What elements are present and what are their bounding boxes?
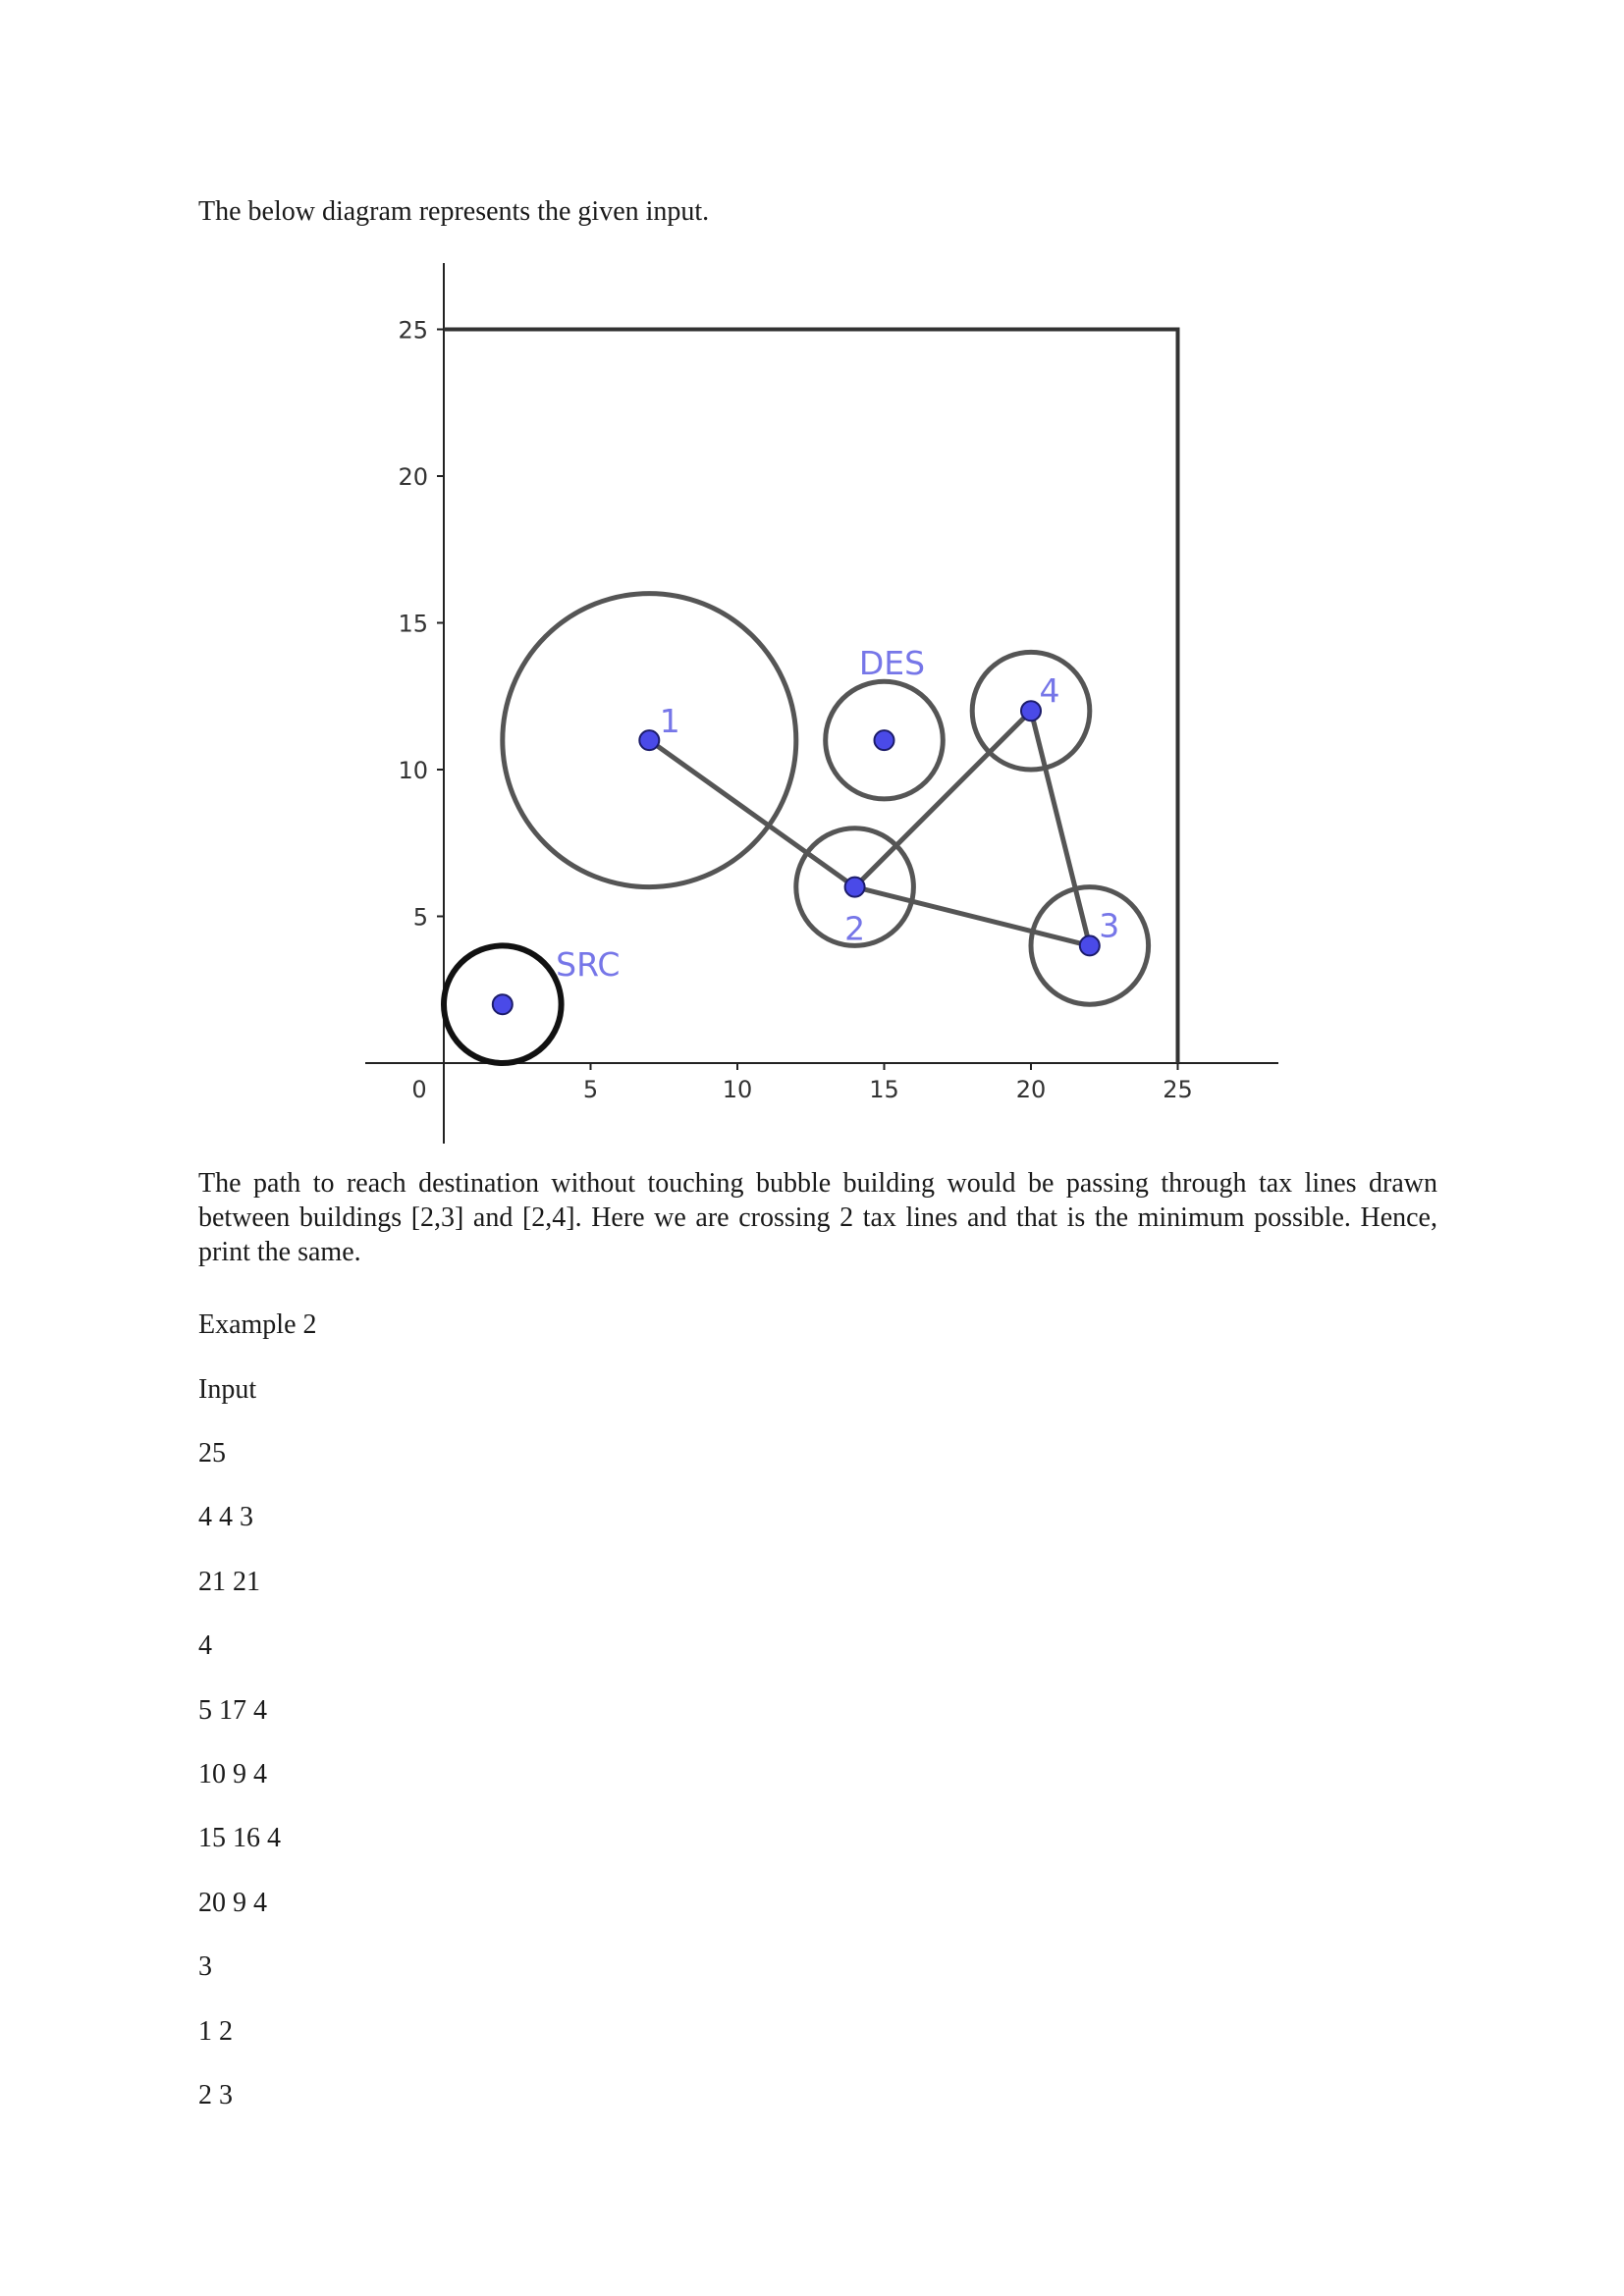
explanation-paragraph: The path to reach destination without to…	[198, 1168, 1437, 1267]
input-line: 25	[198, 1438, 226, 1468]
x-tick-label: 15	[869, 1076, 899, 1103]
x-tick-label: 10	[723, 1076, 753, 1103]
y-tick-label: 25	[398, 317, 428, 345]
input-label: Input	[198, 1374, 257, 1405]
y-tick-label: 10	[398, 757, 428, 784]
y-tick-label: 15	[398, 611, 428, 638]
center-point	[638, 729, 661, 752]
destination-label: DES	[859, 644, 925, 682]
center-point	[1078, 934, 1101, 957]
center-point	[843, 876, 866, 898]
building-label: 3	[1099, 906, 1119, 944]
building-label: 2	[844, 910, 865, 948]
x-tick-label: 0	[411, 1076, 426, 1103]
example-heading: Example 2	[198, 1309, 317, 1340]
input-line: 3	[198, 1951, 212, 1982]
input-line: 2 3	[198, 2080, 233, 2110]
source-circle	[441, 942, 565, 1067]
building-circle	[793, 826, 916, 948]
center-point	[491, 993, 514, 1016]
source-label: SRC	[556, 945, 620, 984]
y-tick-label: 20	[398, 463, 428, 491]
diagram-figure: 0 5 10 15 20 25 5 10 15 20 25 1 2 3 4 DES SRC	[365, 263, 1278, 1144]
building-circle	[1028, 884, 1152, 1007]
boundary-square	[444, 327, 1180, 1063]
building-circle	[500, 591, 799, 890]
destination-circle	[823, 678, 946, 802]
tax-line	[1028, 710, 1093, 947]
input-line: 4	[198, 1630, 212, 1661]
input-line: 15 16 4	[198, 1823, 281, 1853]
building-label: 1	[660, 702, 680, 740]
input-line: 4 4 3	[198, 1502, 253, 1532]
input-line: 10 9 4	[198, 1759, 267, 1789]
input-line: 21 21	[198, 1567, 260, 1597]
x-tick-label: 25	[1163, 1076, 1193, 1103]
input-line: 5 17 4	[198, 1695, 267, 1726]
center-point	[873, 729, 895, 752]
center-point	[1020, 700, 1042, 722]
tax-line	[647, 738, 857, 889]
input-line: 1 2	[198, 2016, 233, 2047]
tax-line	[852, 709, 1033, 889]
building-circle	[969, 649, 1093, 773]
x-tick-label: 5	[583, 1076, 598, 1103]
building-label: 4	[1040, 671, 1060, 710]
x-tick-label: 20	[1016, 1076, 1047, 1103]
input-line: 20 9 4	[198, 1888, 267, 1918]
tax-line	[853, 884, 1091, 948]
y-tick-label: 5	[413, 904, 428, 932]
intro-text: The below diagram represents the given i…	[198, 196, 710, 227]
